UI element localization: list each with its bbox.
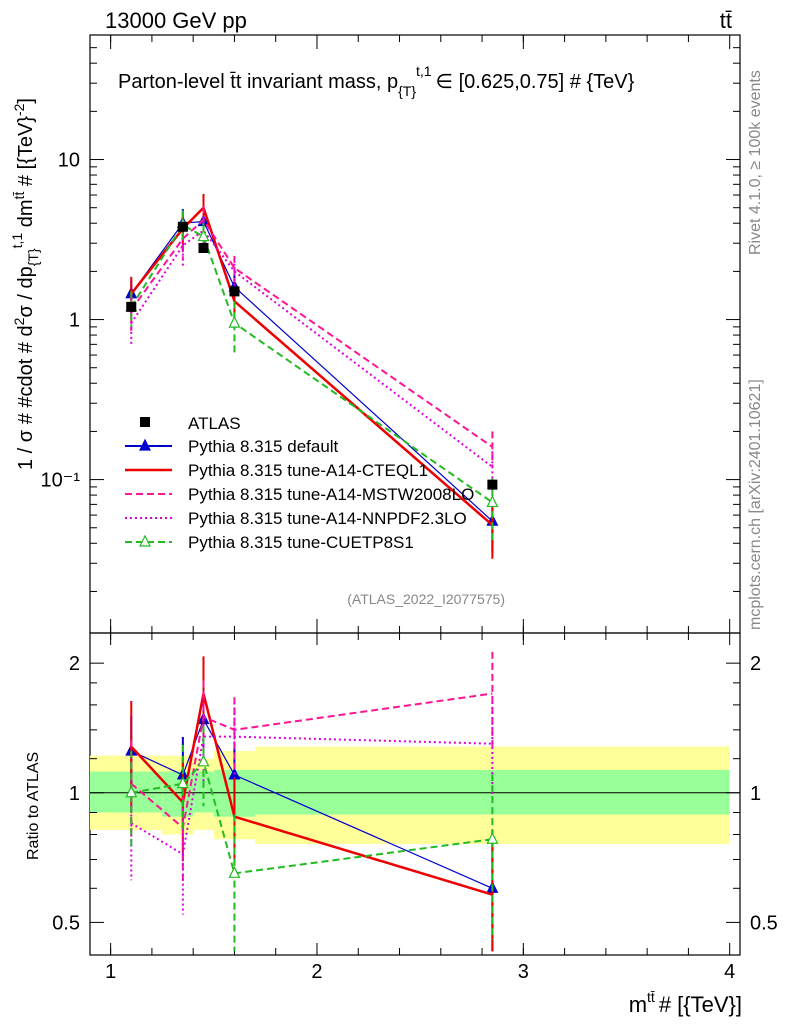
- ratio-series-line: [130, 735, 493, 856]
- y-label-text: 1 / σ # #cdot # d: [15, 325, 37, 470]
- legend-label: Pythia 8.315 tune-CUETP8S1: [188, 533, 414, 552]
- atlas-data-point: [177, 221, 188, 232]
- legend-marker: [139, 534, 151, 547]
- energy-label: 13000 GeV pp: [105, 8, 247, 33]
- atlas-data-point: [126, 301, 137, 312]
- series-marker: [197, 229, 210, 242]
- x-label-sup: tt̄: [647, 989, 655, 1005]
- legend-label: Pythia 8.315 tune-A14-MSTW2008LO: [188, 485, 474, 504]
- legend: ATLAS Pythia 8.315 default Pythia 8.315 tu…: [125, 414, 474, 552]
- y-tick-label: 1: [69, 310, 80, 332]
- ratio-tick-label-right: 0.5: [750, 912, 778, 934]
- series-line: [130, 229, 493, 468]
- legend-marker: [139, 438, 151, 451]
- ratio-marker: [176, 776, 189, 789]
- ratio-tick-label: 1: [69, 783, 80, 805]
- axis-ticks: 1 2 3 4 10 1 10⁻¹ 2 2 1 1 0.5 0.5: [41, 34, 778, 983]
- rivet-label: Rivet 4.1.0, ≥ 100k events: [747, 70, 764, 255]
- ratio-tick-label-right: 1: [750, 783, 761, 805]
- atlas-data-point: [198, 243, 209, 254]
- title-main: Parton-level t̄t invariant mass, p: [118, 71, 398, 93]
- series-line: [130, 218, 493, 448]
- ratio-y-label: Ratio to ATLAS: [25, 752, 42, 860]
- x-tick-label: 1: [105, 961, 116, 983]
- legend-label: Pythia 8.315 tune-A14-NNPDF2.3LO: [188, 509, 467, 528]
- atlas-data-point: [487, 479, 498, 490]
- legend-atlas-label: ATLAS: [188, 414, 241, 433]
- ratio-uncertainty-bands: [90, 746, 730, 845]
- title-rest: ∈ [0.625,0.75] # {TeV}: [436, 71, 635, 93]
- x-axis-label: mtt̄ # [{TeV}]: [629, 989, 742, 1017]
- analysis-watermark: (ATLAS_2022_I2077575): [347, 591, 505, 607]
- ratio-marker: [228, 865, 241, 878]
- legend-label: Pythia 8.315 default: [188, 437, 339, 456]
- x-label-text: m: [629, 992, 647, 1017]
- y-axis-label: 1 / σ # #cdot # d2σ / dp{T}t,1 dmtt̄ # […: [9, 98, 41, 470]
- ratio-tick-label: 2: [69, 653, 80, 675]
- stat-uncertainty-band: [90, 771, 163, 813]
- ratio-series-group: [125, 651, 499, 952]
- ratio-tick-label: 0.5: [52, 912, 80, 934]
- ratio-tick-label-right: 2: [750, 653, 761, 675]
- x-tick-label: 2: [311, 961, 322, 983]
- main-series-group: [125, 193, 499, 559]
- atlas-data-point: [229, 286, 240, 297]
- y-tick-label: 10: [58, 150, 80, 172]
- chart-title: Parton-level t̄t invariant mass, p{T}t,1…: [118, 63, 635, 99]
- legend-label: Pythia 8.315 tune-A14-CTEQL1: [188, 461, 428, 480]
- ratio-marker: [125, 785, 138, 798]
- ratio-marker: [197, 754, 210, 767]
- ratio-marker: [486, 831, 499, 844]
- series-marker: [228, 315, 241, 328]
- y-tick-label: 10⁻¹: [41, 470, 81, 492]
- series-marker: [486, 495, 499, 508]
- title-sup: t,1: [416, 63, 432, 79]
- title-sub: {T}: [398, 83, 416, 99]
- x-label-rest: # [{TeV}]: [659, 992, 742, 1017]
- process-label: tt̄: [720, 8, 732, 33]
- mcplots-label: mcplots.cern.ch [arXiv:2401.10621]: [747, 379, 764, 630]
- x-tick-label: 4: [724, 961, 735, 983]
- legend-atlas-marker: [140, 417, 150, 427]
- x-tick-label: 3: [518, 961, 529, 983]
